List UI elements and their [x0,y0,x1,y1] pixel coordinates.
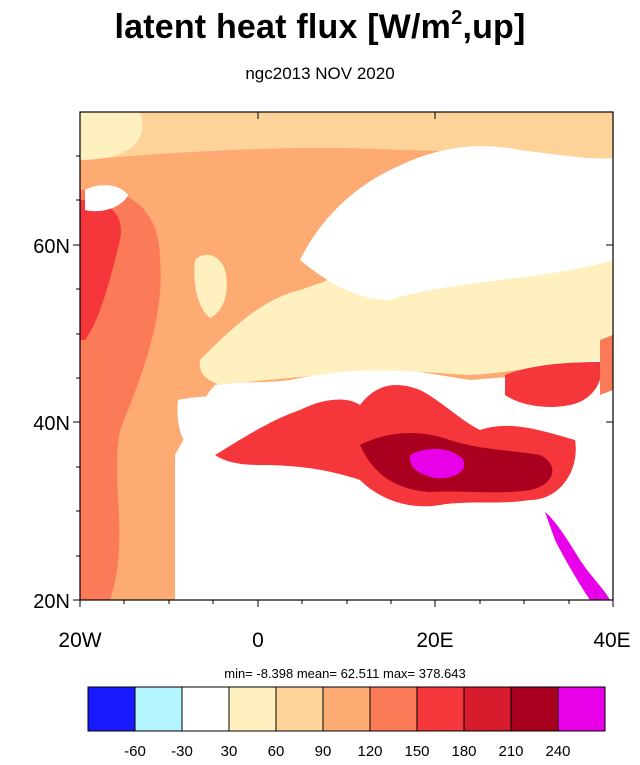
black-sea [505,362,602,407]
lat-label-40n: 40N [33,413,70,435]
colorbar-labels: -60 -30 30 60 90 120 150 180 210 240 [124,743,570,760]
med-max-patch [409,448,465,479]
lat-label-20n: 20N [33,591,70,613]
colorbar-label: 90 [315,743,332,760]
colorbar-label: 210 [498,743,523,760]
colorbar-label: 150 [404,743,429,760]
colorbar-swatch [369,686,418,732]
colorbar-label: -60 [124,743,146,760]
colorbar [87,686,606,732]
britain-land [194,254,227,318]
colorbar-swatch [510,686,559,732]
colorbar-swatch [228,686,277,732]
colorbar-label: 30 [221,743,238,760]
colorbar-swatch [87,686,136,732]
lon-label-20e: 20E [416,629,453,652]
colorbar-swatch [181,686,230,732]
lon-label-0: 0 [252,629,264,652]
red-sea [545,512,610,600]
scandinavia-land [300,146,613,300]
lon-label-20w: 20W [58,629,101,652]
lat-axis: 20N 40N 60N [33,155,613,613]
colorbar-swatch [416,686,465,732]
lat-label-60n: 60N [33,236,70,258]
arctic-band [80,112,613,170]
colorbar-label: 60 [268,743,285,760]
colorbar-label: 180 [451,743,476,760]
iceland-land [85,185,128,212]
colorbar-label: -30 [171,743,193,760]
atlantic-core-high [80,200,121,340]
colorbar-swatch [322,686,371,732]
map-field [80,112,613,600]
map-title: latent heat flux [W/m2,up] [114,6,526,46]
east-edge [600,335,613,395]
iceland-pale [80,112,143,160]
field-statistics: min= -8.398 mean= 62.511 max= 378.643 [224,666,466,681]
lon-axis: 20W 0 20E 40E [58,112,631,652]
colorbar-label: 240 [545,743,570,760]
colorbar-label: 120 [357,743,382,760]
map-subtitle: ngc2013 NOV 2020 [245,64,395,83]
colorbar-swatch [134,686,183,732]
colorbar-swatch [557,686,606,732]
colorbar-swatch [463,686,512,732]
lon-label-40e: 40E [593,629,630,652]
colorbar-swatch [275,686,324,732]
